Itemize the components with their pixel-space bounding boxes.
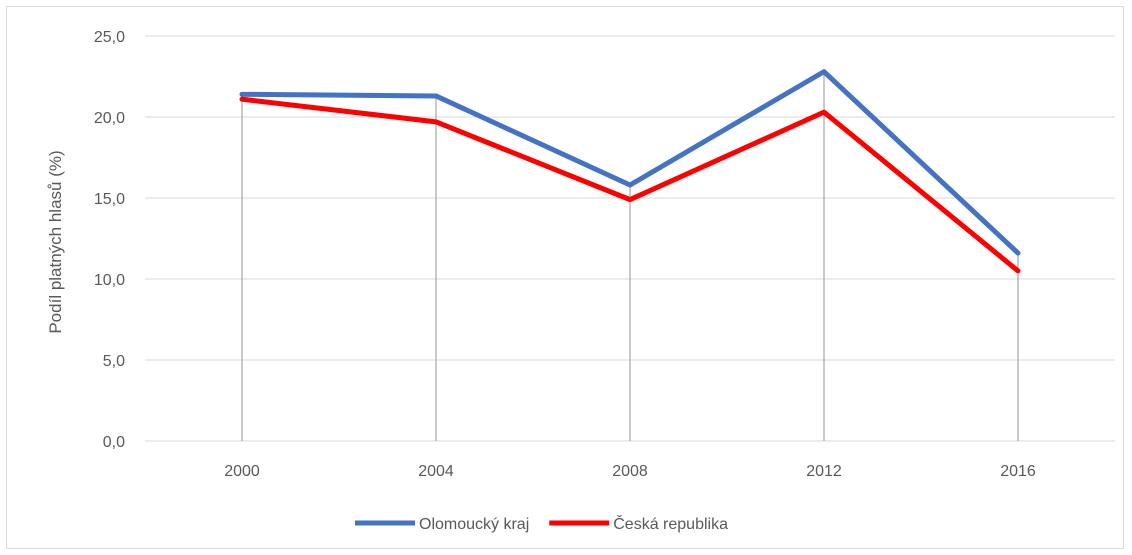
x-axis-ticks: 2000 2004 2008 2012 2016 <box>224 463 1036 480</box>
y-tick-label: 10,0 <box>94 272 125 289</box>
x-tick-label: 2012 <box>806 463 842 480</box>
x-tick-label: 2000 <box>224 463 260 480</box>
y-axis-ticks: 0,0 5,0 10,0 15,0 20,0 25,0 <box>94 29 125 451</box>
y-tick-label: 15,0 <box>94 191 125 208</box>
y-tick-label: 20,0 <box>94 110 125 127</box>
drop-lines <box>241 71 1019 441</box>
y-tick-label: 5,0 <box>103 353 125 370</box>
x-tick-label: 2008 <box>612 463 648 480</box>
series-line <box>239 96 1021 274</box>
legend-label: Česká republika <box>613 514 728 533</box>
x-tick-label: 2004 <box>418 463 454 480</box>
y-axis-label: Podíl platných hlasů (%) <box>46 150 65 333</box>
x-tick-label: 2016 <box>1000 463 1036 480</box>
series-lines <box>239 69 1021 274</box>
y-tick-label: 25,0 <box>94 29 125 46</box>
y-tick-label: 0,0 <box>103 434 125 451</box>
legend-label: Olomoucký kraj <box>419 516 529 533</box>
series-line <box>239 69 1021 256</box>
legend: Olomoucký kraj Česká republika <box>355 514 728 533</box>
chart-area: 0,0 5,0 10,0 15,0 20,0 25,0 2000 2004 2008 2012 2… <box>6 6 1124 549</box>
line-chart: 0,05,010,015,020,025,0 2000 2004 2008 2012 2… <box>46 29 1115 533</box>
